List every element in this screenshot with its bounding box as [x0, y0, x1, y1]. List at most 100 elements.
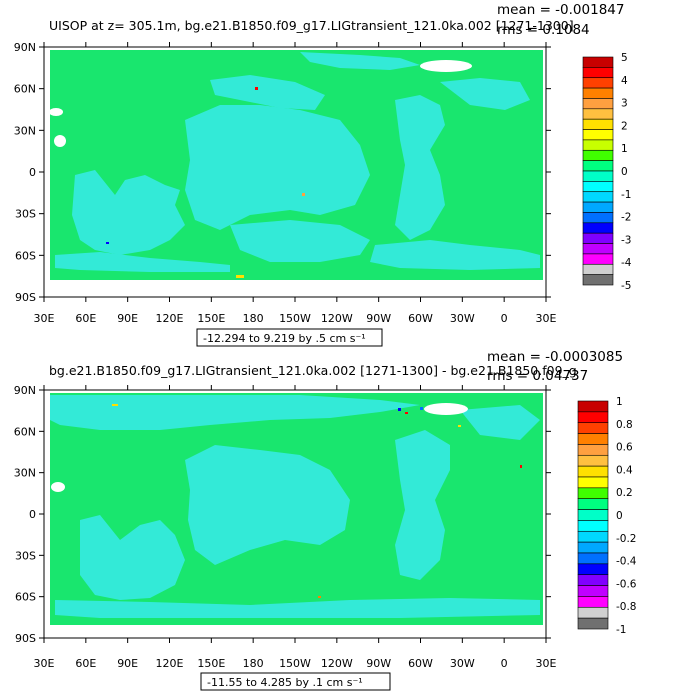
lat-tick-label: 60N — [14, 83, 36, 96]
colorbar-label: -1 — [616, 624, 626, 636]
colorbar-swatch — [577, 563, 609, 576]
colorbar-swatch — [577, 541, 609, 554]
panel-1: mean = -0.001847 UISOP at z= 305.1m, bg.… — [14, 2, 632, 347]
lat-tick-label: 60S — [15, 591, 36, 604]
lon-tick-label: 60W — [408, 312, 433, 325]
panel-1-lat-ticks: 90N 60N 30N 0 30S 60S 90S — [14, 41, 551, 304]
colorbar-swatch — [582, 222, 614, 234]
colorbar-label: 0 — [616, 510, 623, 522]
colorbar-swatch — [577, 574, 609, 586]
panel-1-mean: mean = -0.001847 — [497, 2, 624, 18]
colorbar-label: 4 — [621, 75, 628, 87]
colorbar-swatch — [577, 422, 609, 434]
colorbar-label: 0.2 — [616, 487, 633, 499]
lon-tick-label: 30E — [536, 312, 557, 325]
colorbar-swatch — [582, 56, 614, 68]
panel-2-lat-ticks: 90N 60N 30N 0 30S 60S 90S — [14, 384, 551, 645]
colorbar-label: 0.8 — [616, 419, 633, 431]
colorbar-label: 1 — [616, 396, 623, 408]
colorbar-swatch — [577, 498, 609, 510]
panel-1-map — [43, 46, 547, 298]
lat-tick-label: 30S — [15, 549, 36, 562]
colorbar-swatch — [582, 139, 614, 151]
panel-1-range-box — [196, 328, 383, 347]
colorbar-label: -0.6 — [616, 578, 637, 590]
colorbar-label: -1 — [621, 189, 631, 201]
lon-tick-label: 90W — [366, 312, 391, 325]
colorbar-swatch — [577, 606, 609, 619]
lat-tick-label: 30N — [14, 124, 36, 137]
colorbar-label: 2 — [621, 120, 628, 132]
lon-tick-label: 30W — [450, 312, 475, 325]
colorbar-swatch — [577, 530, 609, 543]
colorbar-swatch — [577, 487, 609, 500]
colorbar-swatch — [577, 617, 609, 630]
colorbar-label: 5 — [621, 52, 628, 64]
lat-tick-label: 0 — [29, 166, 36, 179]
panel-1-rms: rms = 0.1084 — [497, 22, 590, 38]
panel-1-colorbar: 5 4 3 2 1 0 -1 -2 -3 -4 -5 — [582, 52, 632, 292]
lon-tick-label: 30W — [450, 657, 475, 670]
lon-tick-label: 0 — [501, 312, 508, 325]
lat-tick-label: 60S — [15, 249, 36, 262]
colorbar-swatch — [582, 160, 614, 172]
lon-tick-label: 90W — [366, 657, 391, 670]
lon-tick-label: 150E — [197, 312, 225, 325]
lon-tick-label: 90E — [117, 312, 138, 325]
lon-tick-label: 0 — [501, 657, 508, 670]
colorbar-swatch — [577, 400, 609, 413]
colorbar-swatch — [582, 212, 614, 224]
colorbar-label: -5 — [621, 280, 631, 292]
colorbar-swatch — [582, 149, 614, 161]
lat-tick-label: 90N — [14, 384, 36, 397]
colorbar-swatch — [577, 454, 609, 467]
colorbar-swatch — [582, 98, 614, 110]
panel-2-range-label: -11.55 to 4.285 by .1 cm s⁻¹ — [207, 676, 363, 689]
colorbar-label: -0.8 — [616, 601, 637, 613]
colorbar-swatch — [577, 509, 609, 521]
colorbar-label: 3 — [621, 98, 628, 110]
lon-tick-label: 150W — [279, 312, 311, 325]
colorbar-swatch — [577, 552, 609, 565]
panel-1-title: UISOP at z= 305.1m, bg.e21.B1850.f09_g17… — [49, 18, 574, 33]
lon-tick-label: 180 — [243, 657, 264, 670]
colorbar-label: 1 — [621, 143, 628, 155]
colorbar-swatch — [582, 243, 614, 255]
panel-2-title: bg.e21.B1850.f09_g17.LIGtransient_121.0k… — [49, 363, 577, 378]
lon-tick-label: 120W — [321, 657, 353, 670]
lat-tick-label: 60N — [14, 425, 36, 438]
colorbar-label: 0.6 — [616, 442, 633, 454]
lat-tick-label: 90N — [14, 41, 36, 54]
colorbar-label: -3 — [621, 234, 631, 246]
lon-tick-label: 180 — [243, 312, 264, 325]
lon-tick-label: 150W — [279, 657, 311, 670]
panel-2-map — [43, 389, 547, 639]
colorbar-swatch — [582, 253, 614, 265]
colorbar-label: -0.2 — [616, 533, 637, 545]
colorbar-label: 0 — [621, 166, 628, 178]
colorbar-swatch — [577, 433, 609, 445]
lat-tick-label: 30N — [14, 467, 36, 480]
panel-2-rms: rms = 0.04737 — [487, 368, 588, 384]
lon-tick-label: 90E — [117, 657, 138, 670]
colorbar-swatch — [582, 67, 614, 79]
lon-tick-label: 30E — [536, 657, 557, 670]
lat-tick-label: 90S — [15, 632, 36, 645]
colorbar-swatch — [582, 181, 614, 193]
colorbar-swatch — [582, 274, 614, 286]
colorbar-swatch — [577, 476, 609, 489]
colorbar-label: -4 — [621, 257, 632, 269]
colorbar-label: -0.4 — [616, 556, 637, 568]
lon-tick-label: 120E — [156, 657, 184, 670]
colorbar-swatch — [577, 444, 609, 456]
colorbar-swatch — [577, 411, 609, 424]
lon-tick-label: 120W — [321, 312, 353, 325]
colorbar-swatch — [582, 77, 614, 89]
lon-tick-label: 120E — [156, 312, 184, 325]
colorbar-swatch — [577, 585, 609, 597]
colorbar-swatch — [582, 201, 614, 213]
lon-tick-label: 30E — [34, 312, 55, 325]
lon-tick-label: 60W — [408, 657, 433, 670]
lat-tick-label: 90S — [15, 291, 36, 304]
